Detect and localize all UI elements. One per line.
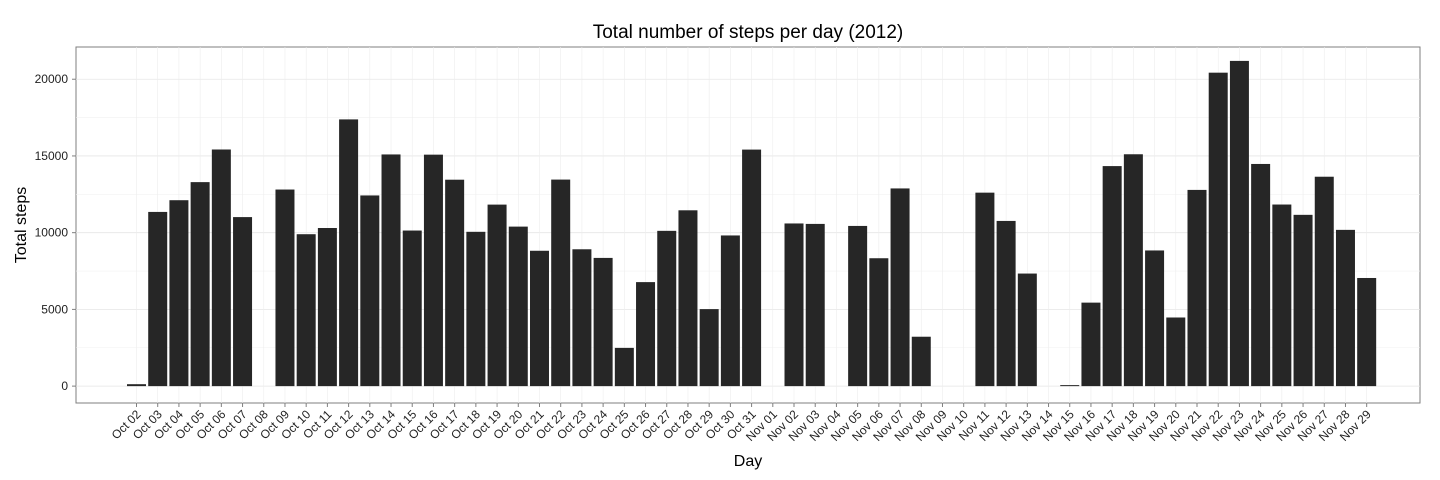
bar bbox=[1314, 176, 1334, 387]
bar bbox=[593, 257, 613, 387]
bar bbox=[678, 210, 698, 387]
bar bbox=[890, 188, 910, 387]
bar bbox=[487, 204, 507, 387]
bar bbox=[805, 223, 825, 387]
bar bbox=[169, 200, 189, 387]
y-tick-label: 20000 bbox=[35, 72, 69, 86]
bar bbox=[1293, 214, 1313, 387]
bar bbox=[551, 179, 571, 387]
bar bbox=[529, 250, 549, 387]
bar bbox=[742, 149, 762, 387]
bar bbox=[296, 234, 316, 387]
bar bbox=[784, 223, 804, 387]
bar bbox=[1251, 163, 1271, 387]
bar bbox=[402, 230, 422, 387]
y-tick-label: 5000 bbox=[41, 302, 68, 316]
bar bbox=[1208, 72, 1228, 387]
bar bbox=[1123, 154, 1143, 387]
bar bbox=[148, 211, 168, 387]
bar bbox=[1060, 385, 1080, 387]
bar bbox=[508, 226, 528, 387]
bar bbox=[233, 217, 253, 387]
bar bbox=[127, 384, 146, 387]
bar bbox=[381, 154, 401, 387]
bars bbox=[127, 60, 1377, 387]
bar bbox=[339, 119, 359, 387]
bar bbox=[1357, 277, 1377, 387]
bar bbox=[1187, 189, 1207, 387]
bar bbox=[636, 282, 656, 387]
bar bbox=[275, 189, 295, 387]
bar bbox=[1145, 250, 1165, 387]
bar bbox=[1272, 204, 1292, 387]
bar bbox=[720, 235, 740, 387]
x-axis-title: Day bbox=[734, 453, 762, 470]
bar bbox=[317, 228, 337, 387]
bar bbox=[360, 195, 380, 387]
y-axis: 0 5000 10000 15000 20000 bbox=[35, 72, 76, 393]
bar bbox=[1166, 317, 1186, 387]
bar bbox=[911, 336, 931, 387]
bar bbox=[211, 149, 231, 387]
bar bbox=[1081, 302, 1101, 387]
y-tick-label: 0 bbox=[61, 379, 68, 393]
bar bbox=[190, 182, 210, 387]
bar bbox=[423, 154, 443, 387]
y-axis-title: Total steps bbox=[13, 187, 30, 263]
y-tick-label: 15000 bbox=[35, 149, 69, 163]
bar bbox=[657, 230, 677, 387]
bar bbox=[869, 258, 889, 387]
bar bbox=[848, 225, 868, 387]
bar bbox=[975, 192, 995, 387]
chart-title: Total number of steps per day (2012) bbox=[593, 22, 904, 43]
y-tick-label: 10000 bbox=[35, 226, 69, 240]
bar bbox=[572, 249, 592, 387]
bar bbox=[1017, 273, 1037, 387]
bar bbox=[699, 309, 719, 387]
bar bbox=[1229, 60, 1249, 387]
bar bbox=[466, 231, 486, 387]
bar bbox=[996, 220, 1016, 387]
bar bbox=[1335, 229, 1355, 387]
bar bbox=[614, 347, 634, 387]
bar bbox=[445, 179, 465, 387]
bar bbox=[1102, 166, 1122, 387]
